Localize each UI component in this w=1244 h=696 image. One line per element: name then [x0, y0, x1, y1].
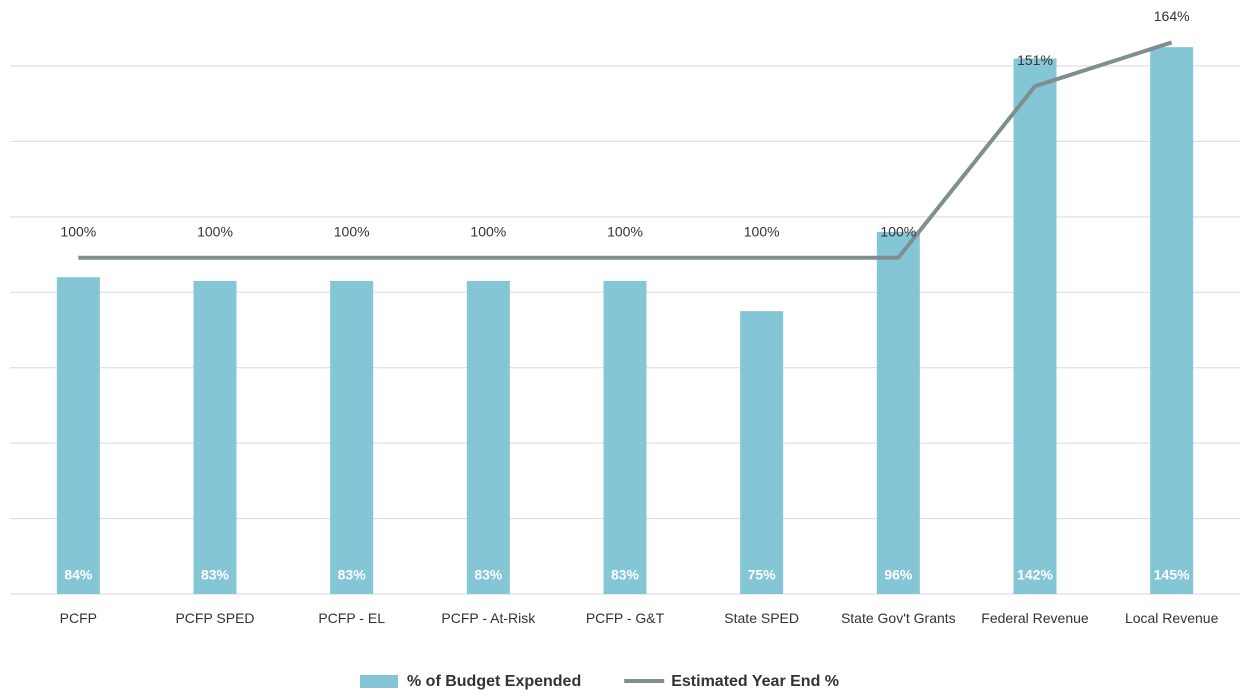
legend-swatch — [360, 675, 398, 688]
line-value-label: 100% — [880, 223, 916, 239]
line-value-label: 100% — [197, 223, 233, 239]
bar — [603, 280, 647, 594]
bar-value-label: 84% — [64, 567, 93, 583]
bar-value-label: 145% — [1154, 567, 1190, 583]
bar-value-label: 83% — [474, 567, 503, 583]
bar — [1013, 58, 1057, 594]
line-value-label: 164% — [1154, 8, 1190, 24]
bar-value-label: 83% — [611, 567, 640, 583]
x-tick-label: Local Revenue — [1124, 610, 1219, 626]
x-tick-label: PCFP - EL — [318, 610, 385, 626]
x-tick-label: PCFP — [59, 610, 97, 626]
bar — [876, 231, 920, 594]
bar — [466, 280, 510, 594]
line-value-label: 100% — [744, 223, 780, 239]
line — [78, 40, 1173, 260]
bar — [1150, 47, 1194, 594]
bar-value-label: 96% — [884, 567, 913, 583]
line-value-label: 100% — [470, 223, 506, 239]
bar — [193, 280, 237, 594]
x-tick-label: PCFP - G&T — [585, 610, 665, 626]
x-tick-label: PCFP SPED — [175, 610, 255, 626]
bar-value-label: 142% — [1017, 567, 1053, 583]
line-value-label: 100% — [334, 223, 370, 239]
x-tick-label: PCFP - At-Risk — [441, 610, 536, 626]
legend-label: % of Budget Expended — [407, 673, 581, 690]
bar-value-label: 75% — [748, 567, 777, 583]
x-tick-label: Federal Revenue — [981, 610, 1089, 626]
line-value-label: 100% — [607, 223, 643, 239]
bar-value-label: 83% — [201, 567, 230, 583]
bar — [740, 311, 784, 594]
line-value-label: 100% — [60, 223, 96, 239]
x-tick-label: State SPED — [724, 610, 799, 626]
legend-label: Estimated Year End % — [671, 673, 839, 690]
bar — [330, 280, 374, 594]
x-tick-label: State Gov't Grants — [840, 610, 956, 626]
bar-value-label: 83% — [338, 567, 367, 583]
line-value-label: 151% — [1017, 52, 1053, 68]
bar — [56, 277, 100, 594]
